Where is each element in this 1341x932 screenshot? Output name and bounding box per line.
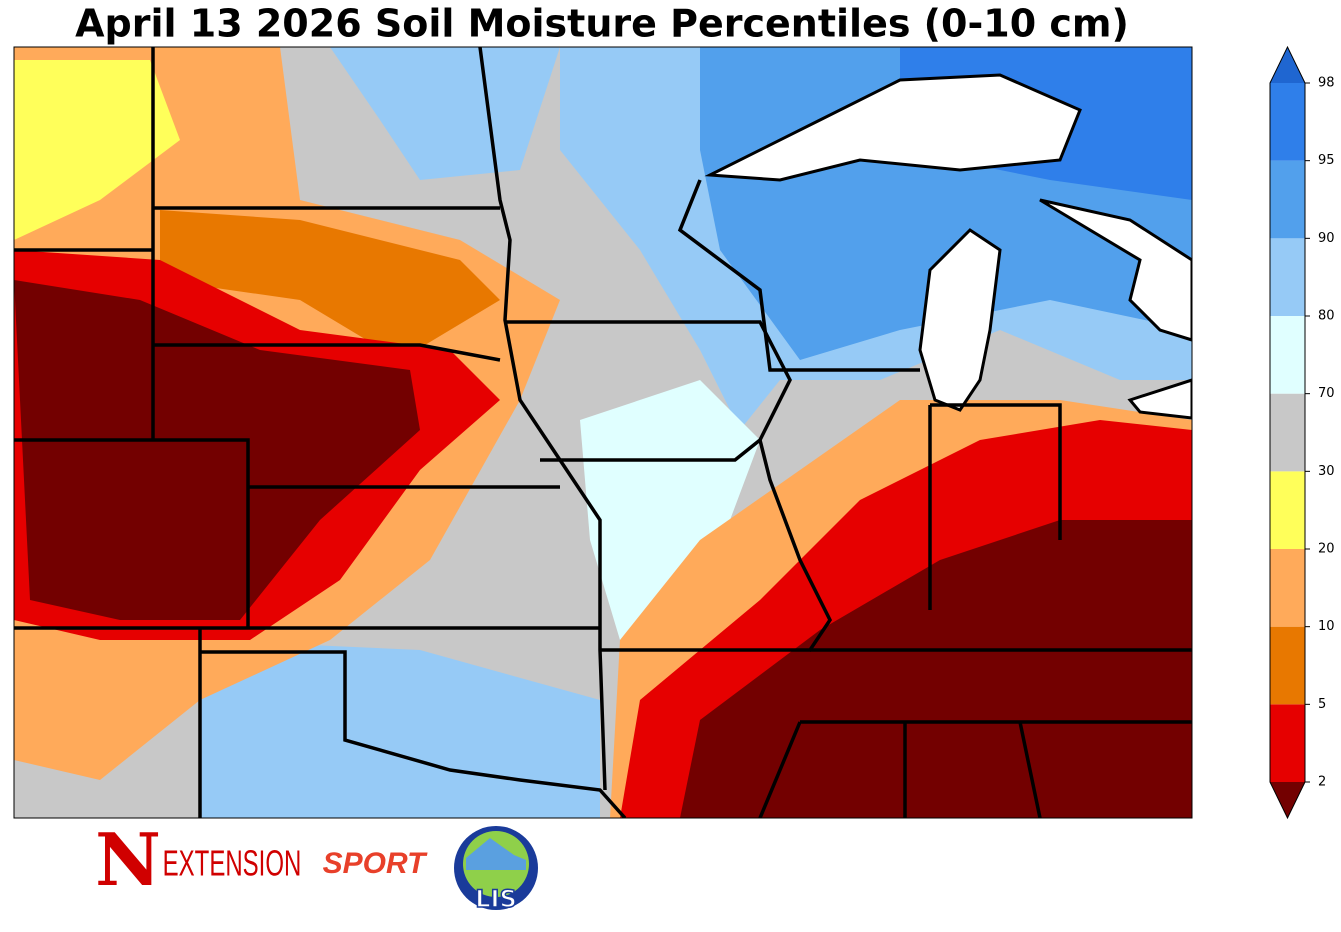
colorbar-tick-label: 10 bbox=[1318, 619, 1335, 634]
colorbar-tick-label: 30 bbox=[1318, 464, 1335, 479]
drought-east bbox=[680, 520, 1192, 818]
colorbar-tick-label: 70 bbox=[1318, 386, 1335, 401]
map-frame bbox=[13, 46, 1193, 819]
colorbar-tick-label: 95 bbox=[1318, 153, 1335, 168]
logo-extension: EXTENSION bbox=[163, 844, 302, 884]
logo-sport: SPORT bbox=[323, 847, 428, 880]
colorbar-tick-label: 90 bbox=[1318, 231, 1335, 246]
colorbar-segment bbox=[1270, 549, 1305, 627]
colorbar-segment bbox=[1270, 316, 1305, 394]
title: April 13 2026 Soil Moisture Percentiles … bbox=[75, 2, 1129, 46]
logos: N EXTENSION SPORT LIS bbox=[95, 817, 538, 914]
wet-north bbox=[330, 47, 560, 180]
lis-land bbox=[466, 838, 526, 870]
logo-n: N bbox=[95, 817, 161, 902]
colorbar-under bbox=[1270, 782, 1305, 818]
colorbar-segment bbox=[1270, 704, 1305, 782]
colorbar-segment bbox=[1270, 626, 1305, 705]
lake-michigan bbox=[918, 228, 1002, 412]
colorbar-segment bbox=[1270, 393, 1305, 472]
drought-west bbox=[14, 280, 420, 620]
moist-strip bbox=[580, 380, 760, 640]
colorbar-tick-label: 98 bbox=[1318, 76, 1335, 91]
lake-huron bbox=[1039, 198, 1192, 342]
colorbar-segment bbox=[1270, 238, 1305, 316]
colorbar: 2 5 10 20 30 70 80 90 95 98 bbox=[1269, 45, 1335, 820]
colorbar-over bbox=[1270, 47, 1305, 83]
state-borders bbox=[14, 47, 1192, 818]
dry-band bbox=[160, 210, 500, 360]
abnormal-north bbox=[14, 60, 180, 240]
colorbar-tick-label: 5 bbox=[1318, 697, 1326, 712]
map bbox=[13, 46, 1193, 819]
colorbar-tick-label: 80 bbox=[1318, 309, 1335, 324]
lake-superior bbox=[704, 73, 1082, 182]
colorbar-tick-label: 20 bbox=[1318, 542, 1335, 557]
colorbar-segment bbox=[1270, 160, 1305, 239]
colorbar-segment bbox=[1270, 471, 1305, 549]
colorbar-tick-label: 2 bbox=[1318, 775, 1326, 790]
colorbar-segment bbox=[1270, 83, 1305, 161]
logo-lis: LIS bbox=[475, 885, 517, 913]
wet-south bbox=[200, 640, 600, 818]
lake-erie bbox=[1127, 378, 1192, 420]
